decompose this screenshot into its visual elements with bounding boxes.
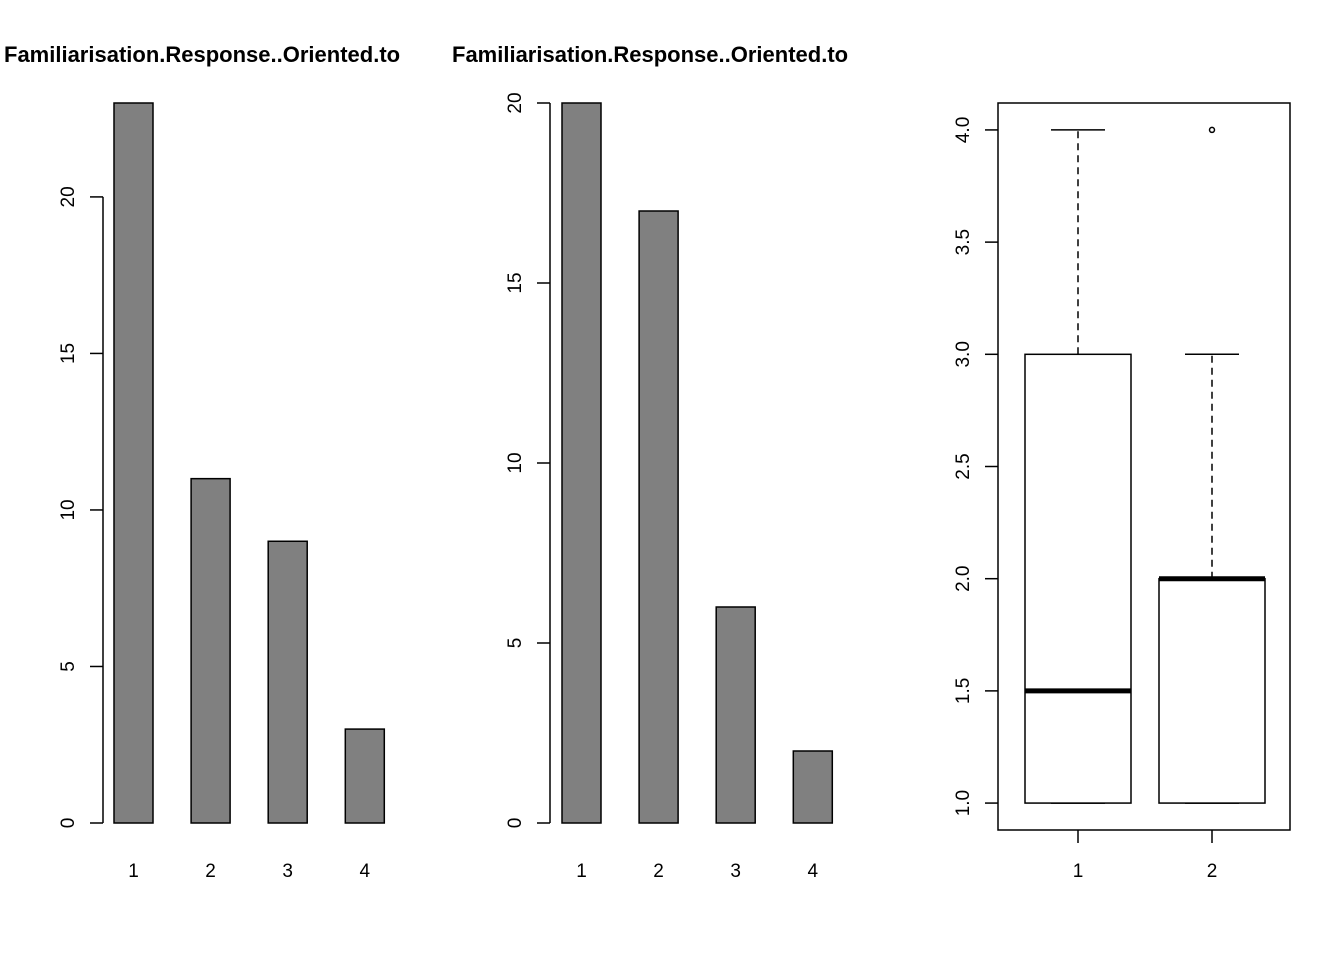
- chart-2-category-label-4: 4: [808, 861, 819, 882]
- chart-2-bar-4: [792, 750, 834, 824]
- chart-3-x-tick-label-1: 1: [1073, 861, 1084, 882]
- chart-3-y-tick-label-2.5: 2.5: [953, 453, 974, 479]
- chart-1-y-tick-label-10: 10: [58, 499, 79, 520]
- chart-3-box-1: [1024, 353, 1132, 804]
- chart-3-y-tick-label-1.0: 1.0: [953, 790, 974, 816]
- chart-3-y-tick-label-3.0: 3.0: [953, 341, 974, 367]
- chart-3-outlier-2-0: [1208, 126, 1216, 134]
- chart-2-y-tick-label-10: 10: [505, 452, 526, 473]
- chart-2-category-label-2: 2: [653, 861, 664, 882]
- chart-1-bar-plot: 1 2 3 4 0 5 10 15 20: [58, 102, 386, 882]
- chart-1-bar-3: [267, 540, 308, 824]
- chart-2-y-tick-label-0: 0: [505, 818, 526, 829]
- chart-1-category-label-3: 3: [282, 861, 293, 882]
- chart-2-y-tick-label-15: 15: [505, 272, 526, 293]
- chart-2-y-tick-label-20: 20: [505, 92, 526, 113]
- chart-1-category-label-4: 4: [360, 861, 371, 882]
- chart-2-bar-2: [638, 210, 679, 824]
- chart-1-category-label-1: 1: [128, 861, 139, 882]
- chart-1-y-tick-label-0: 0: [58, 818, 79, 829]
- chart-2-bar-1: [561, 102, 602, 824]
- chart-1-bar-1: [113, 102, 154, 824]
- chart-2-bar-plot: 1 2 3 4 0 5 10 15 20: [505, 92, 834, 882]
- chart-1-title: Familiarisation.Response..Oriented.to: [4, 42, 400, 67]
- chart-2-category-label-3: 3: [730, 861, 741, 882]
- chart-1-y-tick-label-5: 5: [58, 661, 79, 672]
- chart-3-y-tick-label-3.5: 3.5: [953, 229, 974, 255]
- chart-3-y-tick-label-4.0: 4.0: [953, 117, 974, 143]
- chart-3-x-tick-label-2: 2: [1207, 861, 1218, 882]
- chart-1-y-tick-label-20: 20: [58, 186, 79, 207]
- chart-2-y-tick-label-5: 5: [505, 638, 526, 649]
- chart-3-y-tick-label-1.5: 1.5: [953, 678, 974, 704]
- chart-3-box-2: [1158, 577, 1266, 804]
- chart-3-y-tick-label-2.0: 2.0: [953, 565, 974, 591]
- chart-3-box-plot: 1 2 1.0 1.5 2.0 2.5 3.0 3.5 4.0: [953, 102, 1291, 882]
- chart-2-bar-3: [715, 606, 756, 824]
- chart-2-category-label-1: 1: [576, 861, 587, 882]
- chart-2-title: Familiarisation.Response..Oriented.to: [452, 42, 848, 67]
- chart-1-category-label-2: 2: [205, 861, 216, 882]
- chart-1-bar-2: [190, 477, 231, 824]
- chart-1-bar-4: [344, 728, 386, 824]
- chart-1-y-tick-label-15: 15: [58, 343, 79, 364]
